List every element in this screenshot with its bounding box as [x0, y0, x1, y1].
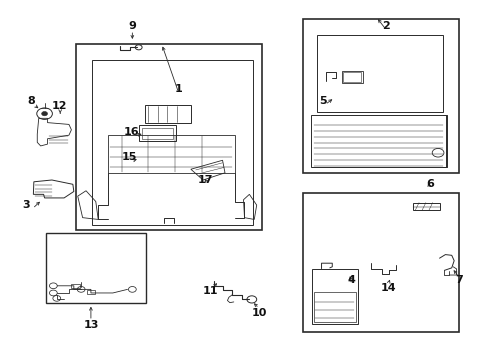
- Bar: [46, 233, 146, 303]
- Bar: [314, 292, 355, 322]
- Bar: [108, 135, 234, 173]
- Bar: [145, 105, 191, 123]
- Bar: [71, 284, 80, 288]
- Bar: [87, 290, 95, 294]
- Text: 12: 12: [51, 102, 67, 112]
- Bar: [341, 71, 362, 83]
- Text: 16: 16: [123, 127, 139, 136]
- Circle shape: [41, 112, 47, 116]
- Text: 7: 7: [454, 275, 462, 285]
- Text: 3: 3: [22, 200, 30, 210]
- Text: 15: 15: [121, 152, 136, 162]
- Text: 14: 14: [380, 283, 395, 293]
- Bar: [343, 72, 360, 82]
- Bar: [310, 116, 446, 167]
- Bar: [316, 35, 443, 112]
- Bar: [139, 126, 175, 141]
- Bar: [76, 44, 261, 230]
- Text: 10: 10: [251, 308, 266, 318]
- Bar: [92, 60, 253, 225]
- Text: 9: 9: [128, 21, 136, 31]
- Text: 17: 17: [197, 175, 213, 185]
- Text: 11: 11: [202, 286, 218, 296]
- Bar: [142, 128, 172, 139]
- Bar: [303, 19, 458, 173]
- Text: 5: 5: [318, 96, 325, 106]
- Text: 4: 4: [347, 275, 355, 285]
- Bar: [311, 269, 357, 324]
- Text: 2: 2: [381, 21, 389, 31]
- Text: 6: 6: [425, 179, 433, 189]
- Text: 1: 1: [174, 84, 182, 94]
- Bar: [303, 193, 458, 332]
- Bar: [412, 203, 439, 211]
- Text: 8: 8: [27, 96, 35, 106]
- Text: 13: 13: [83, 320, 99, 330]
